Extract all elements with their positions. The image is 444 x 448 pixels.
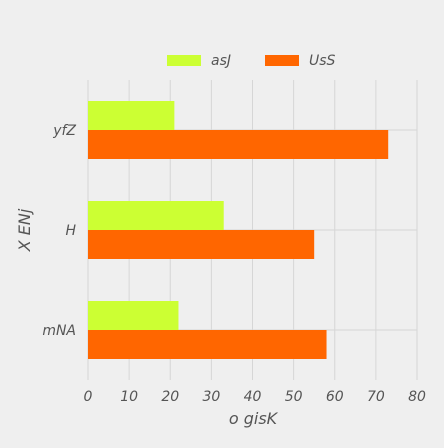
bar-asJ-H	[88, 201, 224, 230]
y-tick-label: H	[65, 223, 76, 239]
x-tick-label: 60	[326, 389, 344, 405]
x-axis-label: o gisK	[229, 409, 279, 428]
bars-layer	[88, 101, 389, 359]
bar-asJ-mNA	[88, 301, 179, 330]
x-ticks: 0 10 20 30 40 50 60 70 80	[84, 389, 426, 405]
y-tick-label: yfZ	[52, 123, 76, 139]
y-tick-label: mNA	[42, 323, 76, 339]
x-tick-label: 20	[161, 389, 179, 405]
y-axis-label: X ENj	[15, 208, 34, 252]
x-tick-label: 70	[367, 389, 385, 405]
x-tick-label: 40	[244, 389, 262, 405]
legend-label-UsS: UsS	[309, 53, 336, 69]
x-tick-label: 50	[285, 389, 303, 405]
legend: asJ UsS	[167, 53, 336, 69]
bar-UsS-H	[88, 230, 315, 259]
bar-UsS-yfZ	[88, 130, 389, 159]
bar-UsS-mNA	[88, 330, 327, 359]
bar-asJ-yfZ	[88, 101, 175, 130]
x-tick-label: 0	[84, 389, 93, 405]
x-tick-label: 10	[120, 389, 138, 405]
x-tick-label: 80	[408, 389, 426, 405]
legend-label-asJ: asJ	[211, 53, 231, 69]
legend-swatch-asJ	[167, 55, 201, 66]
x-tick-label: 30	[202, 389, 220, 405]
legend-swatch-UsS	[265, 55, 299, 66]
